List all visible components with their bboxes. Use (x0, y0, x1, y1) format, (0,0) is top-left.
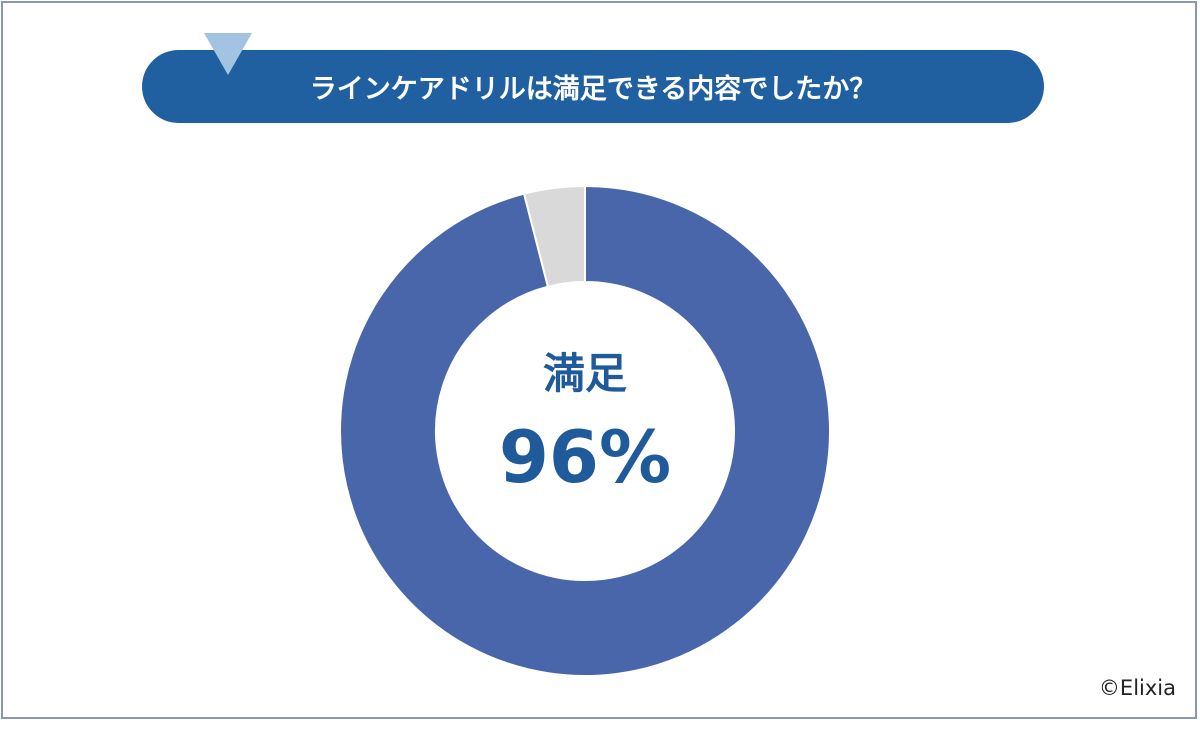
donut-center: 満足 96% (435, 340, 735, 499)
triangle-marker-icon (204, 33, 252, 75)
donut-slice-0 (339, 184, 831, 677)
chart-title: ラインケアドリルは満足できる内容でしたか？ (309, 74, 877, 105)
chart-title-banner: ラインケアドリルは満足できる内容でしたか？ (142, 50, 1044, 123)
frame (1, 1, 1197, 719)
center-value: 96% (498, 415, 672, 499)
copyright: ©Elixia (1098, 676, 1176, 700)
center-label: 満足 (542, 349, 627, 398)
donut-slice-1 (522, 184, 586, 288)
